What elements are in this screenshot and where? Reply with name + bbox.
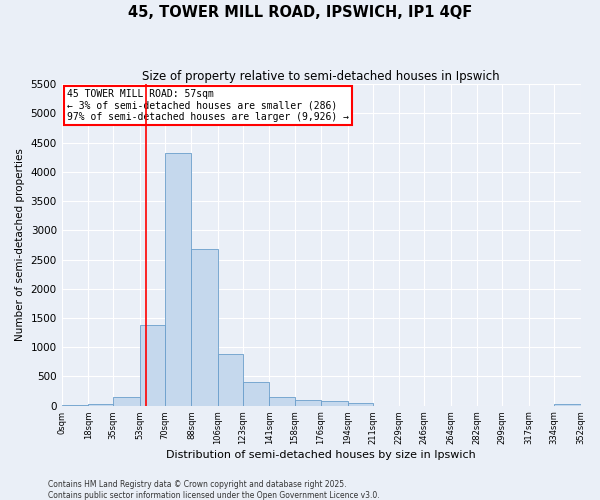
Bar (554, 404, 581, 406)
Text: 45 TOWER MILL ROAD: 57sqm
← 3% of semi-detached houses are smaller (286)
97% of : 45 TOWER MILL ROAD: 57sqm ← 3% of semi-d… (67, 89, 349, 122)
Bar (62, 404, 88, 406)
Text: Contains HM Land Registry data © Crown copyright and database right 2025.
Contai: Contains HM Land Registry data © Crown c… (48, 480, 380, 500)
Y-axis label: Number of semi-detached properties: Number of semi-detached properties (15, 148, 25, 342)
Bar (113, 397, 140, 406)
Bar (88, 404, 113, 406)
Bar (140, 325, 165, 406)
Bar (295, 400, 321, 406)
Bar (321, 402, 347, 406)
Bar (218, 354, 243, 406)
Bar (243, 382, 269, 406)
Title: Size of property relative to semi-detached houses in Ipswich: Size of property relative to semi-detach… (142, 70, 500, 83)
X-axis label: Distribution of semi-detached houses by size in Ipswich: Distribution of semi-detached houses by … (166, 450, 476, 460)
Bar (165, 153, 191, 406)
Text: 45, TOWER MILL ROAD, IPSWICH, IP1 4QF: 45, TOWER MILL ROAD, IPSWICH, IP1 4QF (128, 5, 472, 20)
Bar (347, 403, 373, 406)
Bar (191, 249, 218, 406)
Bar (269, 396, 295, 406)
